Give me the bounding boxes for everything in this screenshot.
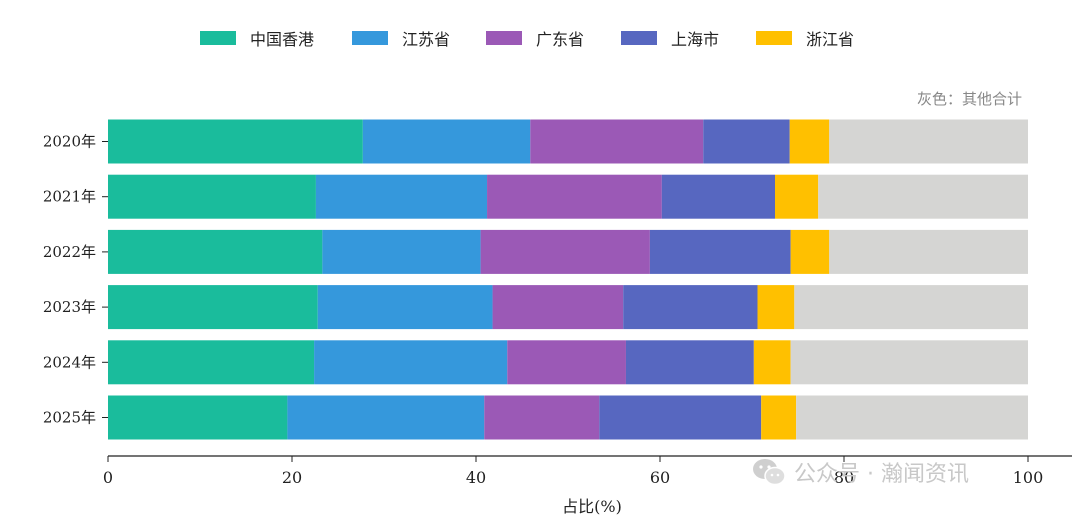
legend-item-2: 广东省: [486, 24, 584, 52]
legend-item-4: 浙江省: [756, 24, 854, 52]
x-axis: 0 20 40 60 80 100: [103, 455, 1072, 487]
bar-segment-2-4: [790, 229, 830, 274]
bar-segment-2-2: [480, 229, 650, 274]
bar-segment-3-4: [757, 285, 795, 330]
x-axis-label: 占比(%): [562, 497, 622, 516]
bar-segment-1-4: [775, 174, 819, 219]
bar-segment-1-2: [487, 174, 662, 219]
bar-segment-4-4: [753, 340, 791, 385]
bar-segment-4-0: [108, 340, 315, 385]
bar-segment-5-4: [761, 395, 797, 440]
bars-group: [108, 119, 1028, 440]
bar-segment-5-3: [599, 395, 762, 440]
legend-swatch-2: [486, 31, 522, 45]
note-text: 灰色：其他合计: [916, 90, 1022, 108]
y-axis: 2020年 2021年 2022年 2023年 2024年 2025年: [43, 133, 108, 427]
bar-segment-3-5: [794, 285, 1028, 330]
x-tick-label-0: 0: [103, 468, 113, 487]
bar-segment-5-1: [287, 395, 485, 440]
y-tick-label-0: 2020年: [43, 133, 96, 151]
bar-segment-4-5: [790, 340, 1028, 385]
legend-swatch-4: [756, 31, 792, 45]
bar-segment-3-0: [108, 285, 318, 330]
bar-segment-0-0: [108, 119, 363, 164]
legend-item-0: 中国香港: [200, 24, 314, 52]
bar-segment-0-3: [703, 119, 790, 164]
bar-segment-0-1: [362, 119, 531, 164]
x-tick-label-1: 20: [282, 468, 302, 487]
bar-segment-1-5: [818, 174, 1028, 219]
x-tick-label-3: 60: [650, 468, 670, 487]
bar-segment-2-0: [108, 229, 323, 274]
bar-segment-2-1: [322, 229, 481, 274]
bar-segment-4-2: [507, 340, 626, 385]
legend-swatch-3: [621, 31, 657, 45]
legend-label-1: 江苏省: [402, 30, 451, 49]
bar-segment-0-2: [530, 119, 704, 164]
legend-item-1: 江苏省: [352, 24, 450, 52]
bar-segment-2-5: [829, 229, 1028, 274]
bar-segment-4-1: [314, 340, 508, 385]
x-tick-label-2: 40: [466, 468, 486, 487]
y-tick-label-1: 2021年: [43, 188, 96, 206]
bar-segment-5-2: [484, 395, 600, 440]
legend-swatch-0: [200, 31, 236, 45]
x-tick-label-4: 80: [834, 468, 854, 487]
y-tick-label-3: 2023年: [43, 298, 96, 316]
legend-swatch-1: [352, 31, 388, 45]
bar-segment-0-5: [829, 119, 1028, 164]
legend-item-3: 上海市: [621, 24, 719, 52]
bar-segment-1-1: [315, 174, 488, 219]
y-tick-label-5: 2025年: [43, 409, 96, 427]
bar-segment-2-3: [649, 229, 791, 274]
bar-segment-5-5: [796, 395, 1028, 440]
y-tick-label-4: 2024年: [43, 353, 96, 371]
legend: 中国香港 江苏省 广东省 上海市 浙江省: [0, 24, 1080, 52]
legend-label-0: 中国香港: [250, 30, 315, 49]
bar-segment-3-1: [317, 285, 493, 330]
bar-segment-3-3: [623, 285, 758, 330]
legend-label-3: 上海市: [671, 30, 720, 49]
legend-label-2: 广东省: [536, 30, 585, 49]
y-tick-label-2: 2022年: [43, 243, 96, 261]
bar-segment-0-4: [789, 119, 830, 164]
bar-segment-1-3: [661, 174, 775, 219]
bar-segment-5-0: [108, 395, 288, 440]
x-tick-label-5: 100: [1013, 468, 1044, 487]
bar-segment-4-3: [625, 340, 754, 385]
bar-segment-1-0: [108, 174, 316, 219]
legend-label-4: 浙江省: [806, 30, 855, 49]
bar-segment-3-2: [492, 285, 624, 330]
